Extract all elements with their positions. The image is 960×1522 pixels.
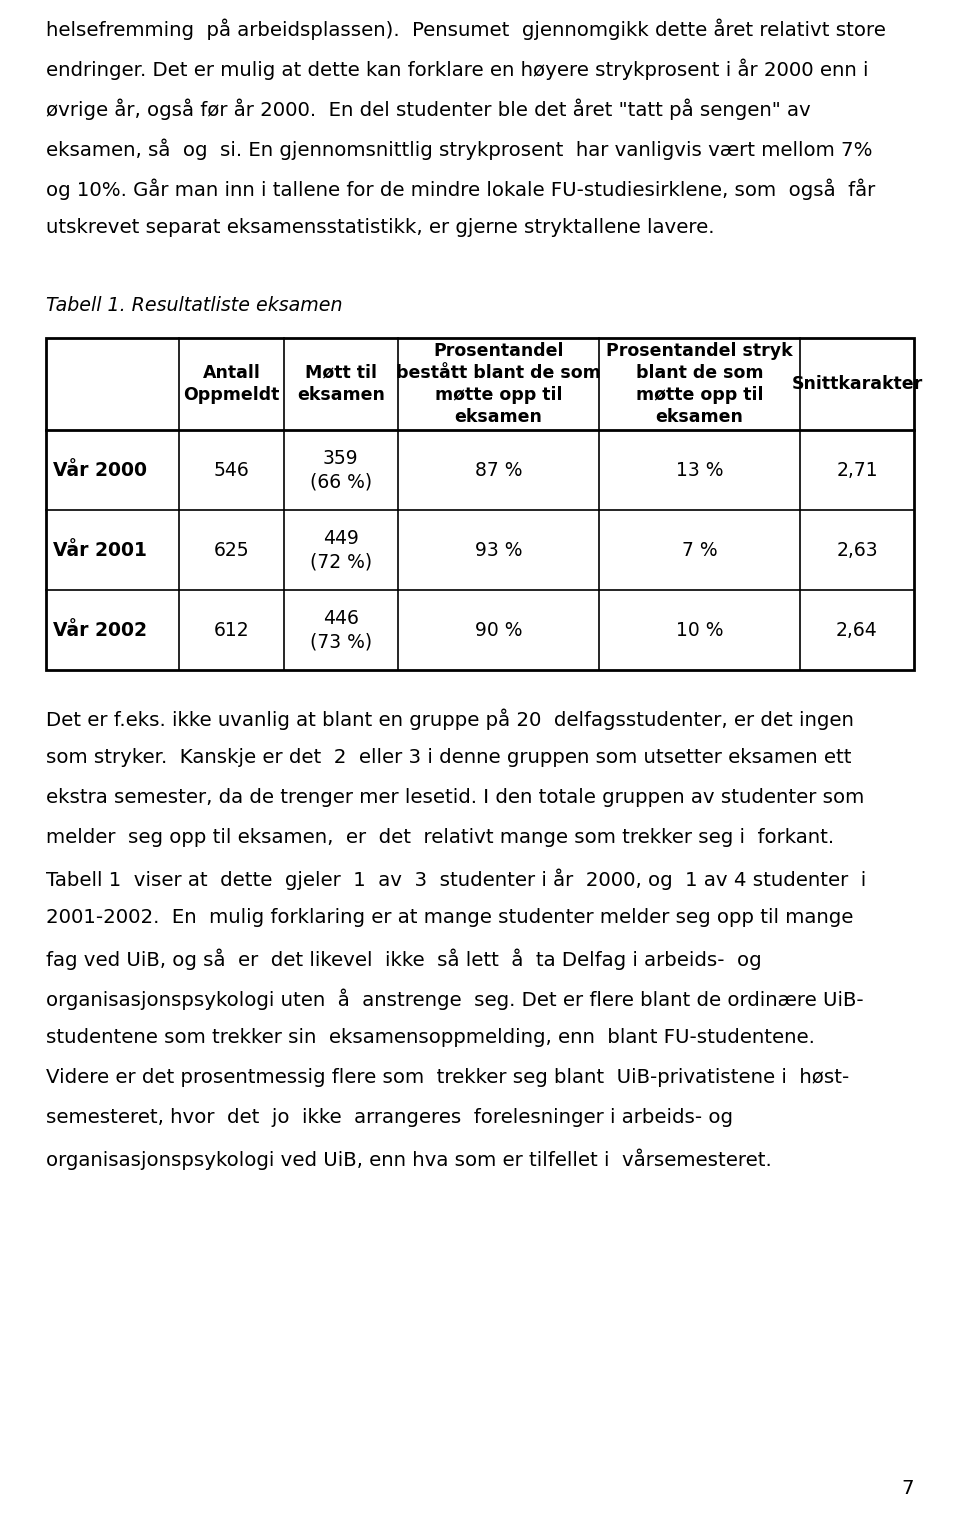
Bar <box>46 338 914 670</box>
Text: Videre er det prosentmessig flere som  trekker seg blant  UiB-privatistene i  hø: Videre er det prosentmessig flere som tr… <box>46 1068 850 1087</box>
Text: ekstra semester, da de trenger mer lesetid. I den totale gruppen av studenter so: ekstra semester, da de trenger mer leset… <box>46 788 864 807</box>
Text: helsefremming  på arbeidsplassen).  Pensumet  gjennomgikk dette året relativt st: helsefremming på arbeidsplassen). Pensum… <box>46 18 886 40</box>
Text: Prosentandel stryk
blant de som
møtte opp til
eksamen: Prosentandel stryk blant de som møtte op… <box>606 342 793 426</box>
Text: endringer. Det er mulig at dette kan forklare en høyere strykprosent i år 2000 e: endringer. Det er mulig at dette kan for… <box>46 58 869 79</box>
Text: som stryker.  Kanskje er det  2  eller 3 i denne gruppen som utsetter eksamen et: som stryker. Kanskje er det 2 eller 3 i … <box>46 747 852 767</box>
Text: 10 %: 10 % <box>676 621 723 639</box>
Text: 93 %: 93 % <box>474 540 522 560</box>
Text: Det er f.eks. ikke uvanlig at blant en gruppe på 20  delfagsstudenter, er det in: Det er f.eks. ikke uvanlig at blant en g… <box>46 708 853 729</box>
Text: fag ved UiB, og så  er  det likevel  ikke  så lett  å  ta Delfag i arbeids-  og: fag ved UiB, og så er det likevel ikke s… <box>46 948 761 970</box>
Text: Vår 2002: Vår 2002 <box>53 621 147 639</box>
Text: 7 %: 7 % <box>682 540 717 560</box>
Text: 546: 546 <box>214 461 250 479</box>
Text: og 10%. Går man inn i tallene for de mindre lokale FU-studiesirklene, som  også : og 10%. Går man inn i tallene for de min… <box>46 178 876 199</box>
Text: Møtt til
eksamen: Møtt til eksamen <box>297 364 385 405</box>
Text: 359
(66 %): 359 (66 %) <box>310 449 372 492</box>
Text: Vår 2001: Vår 2001 <box>53 540 147 560</box>
Text: øvrige år, også før år 2000.  En del studenter ble det året "tatt på sengen" av: øvrige år, også før år 2000. En del stud… <box>46 97 811 120</box>
Text: 612: 612 <box>214 621 250 639</box>
Text: 446
(73 %): 446 (73 %) <box>310 609 372 651</box>
Text: Prosentandel
bestått blant de som
møtte opp til
eksamen: Prosentandel bestått blant de som møtte … <box>396 342 601 426</box>
Text: Tabell 1. Resultatliste eksamen: Tabell 1. Resultatliste eksamen <box>46 295 343 315</box>
Text: eksamen, så  og  si. En gjennomsnittlig strykprosent  har vanligvis vært mellom : eksamen, så og si. En gjennomsnittlig st… <box>46 139 873 160</box>
Text: semesteret, hvor  det  jo  ikke  arrangeres  forelesninger i arbeids- og: semesteret, hvor det jo ikke arrangeres … <box>46 1108 733 1126</box>
Text: Snittkarakter: Snittkarakter <box>791 374 923 393</box>
Text: Vår 2000: Vår 2000 <box>53 461 147 479</box>
Text: utskrevet separat eksamensstatistikk, er gjerne stryktallene lavere.: utskrevet separat eksamensstatistikk, er… <box>46 218 714 237</box>
Text: 2,71: 2,71 <box>836 461 877 479</box>
Text: 2001-2002.  En  mulig forklaring er at mange studenter melder seg opp til mange: 2001-2002. En mulig forklaring er at man… <box>46 909 853 927</box>
Text: 13 %: 13 % <box>676 461 723 479</box>
Text: studentene som trekker sin  eksamensoppmelding, enn  blant FU-studentene.: studentene som trekker sin eksamensoppme… <box>46 1027 815 1047</box>
Text: 87 %: 87 % <box>474 461 522 479</box>
Text: 2,63: 2,63 <box>836 540 877 560</box>
Text: 90 %: 90 % <box>474 621 522 639</box>
Text: 625: 625 <box>214 540 250 560</box>
Text: Tabell 1  viser at  dette  gjeler  1  av  3  studenter i år  2000, og  1 av 4 st: Tabell 1 viser at dette gjeler 1 av 3 st… <box>46 868 866 889</box>
Text: 449
(72 %): 449 (72 %) <box>310 528 372 571</box>
Text: organisasjonspsykologi uten  å  anstrenge  seg. Det er flere blant de ordinære U: organisasjonspsykologi uten å anstrenge … <box>46 988 864 1009</box>
Text: melder  seg opp til eksamen,  er  det  relativt mange som trekker seg i  forkant: melder seg opp til eksamen, er det relat… <box>46 828 834 848</box>
Text: 7: 7 <box>901 1479 914 1498</box>
Text: organisasjonspsykologi ved UiB, enn hva som er tilfellet i  vårsemesteret.: organisasjonspsykologi ved UiB, enn hva … <box>46 1148 772 1169</box>
Text: 2,64: 2,64 <box>836 621 877 639</box>
Text: Antall
Oppmeldt: Antall Oppmeldt <box>183 364 279 405</box>
